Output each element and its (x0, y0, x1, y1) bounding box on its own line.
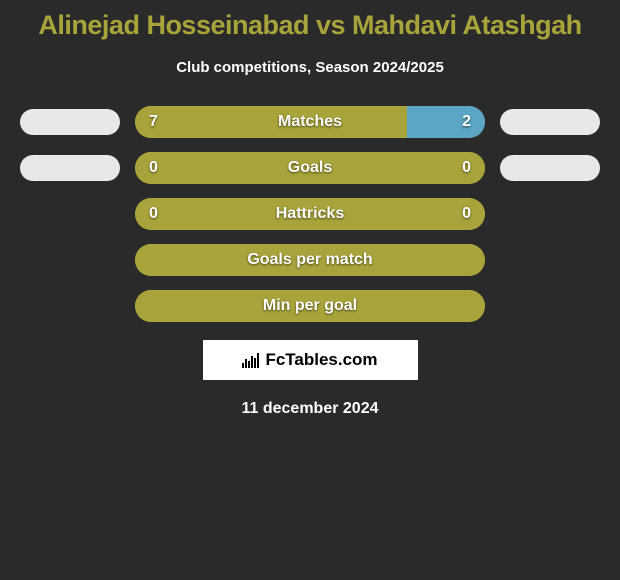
stat-label: Goals per match (135, 251, 485, 269)
stat-label: Hattricks (135, 205, 485, 223)
brand-text: FcTables.com (265, 350, 377, 370)
stat-value-right: 2 (462, 113, 471, 131)
stat-bar: Min per goal (135, 290, 485, 322)
date-line: 11 december 2024 (15, 400, 605, 418)
player-right-pill (500, 155, 600, 181)
stat-bar: Goals per match (135, 244, 485, 276)
page-title: Alinejad Hosseinabad vs Mahdavi Atashgah (15, 10, 605, 41)
stat-value-right: 0 (462, 159, 471, 177)
subtitle: Club competitions, Season 2024/2025 (15, 59, 605, 76)
stat-row: Goals per match (15, 244, 605, 276)
stat-rows: 7Matches20Goals00Hattricks0Goals per mat… (15, 106, 605, 322)
stat-row: 0Goals0 (15, 152, 605, 184)
player-left-pill (20, 109, 120, 135)
player-left-pill (20, 155, 120, 181)
stat-label: Matches (135, 113, 485, 131)
player-right-pill (500, 109, 600, 135)
stat-row: 0Hattricks0 (15, 198, 605, 230)
stat-bar: 0Hattricks0 (135, 198, 485, 230)
stat-row: Min per goal (15, 290, 605, 322)
comparison-infographic: Alinejad Hosseinabad vs Mahdavi Atashgah… (0, 0, 620, 428)
stat-value-right: 0 (462, 205, 471, 223)
brand-box: FcTables.com (203, 340, 418, 380)
stat-bar: 0Goals0 (135, 152, 485, 184)
stat-row: 7Matches2 (15, 106, 605, 138)
stat-label: Goals (135, 159, 485, 177)
stat-bar: 7Matches2 (135, 106, 485, 138)
stat-label: Min per goal (135, 297, 485, 315)
chart-icon (242, 352, 259, 368)
